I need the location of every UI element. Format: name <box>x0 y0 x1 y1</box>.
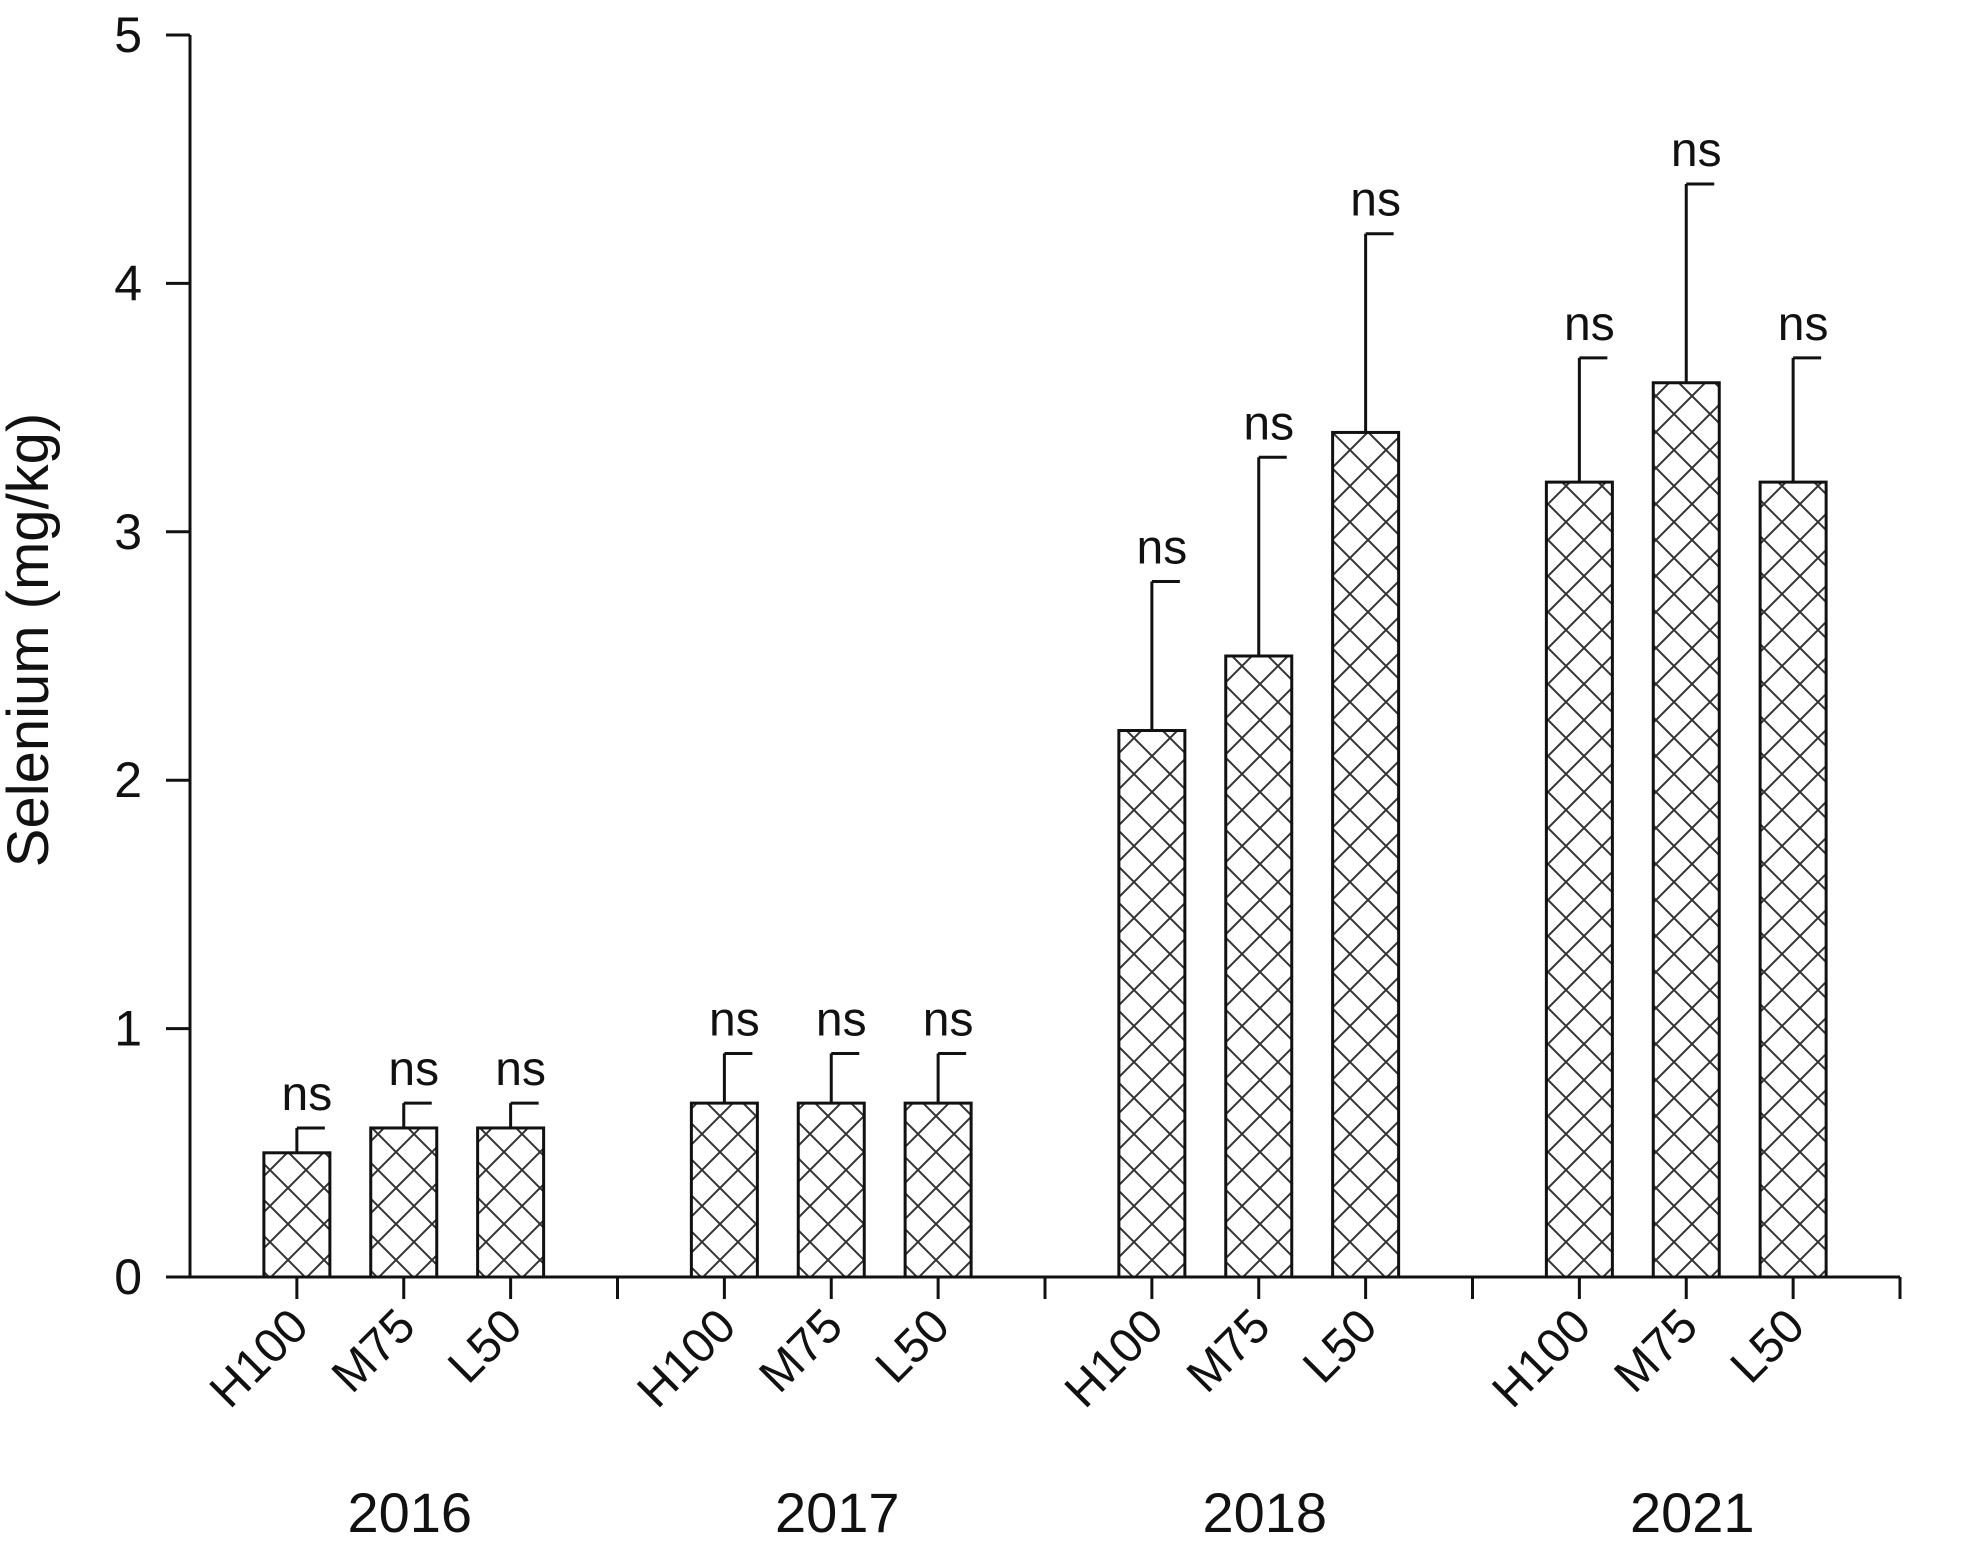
significance-label: ns <box>923 993 974 1046</box>
y-tick-label: 4 <box>114 255 142 311</box>
bar <box>262 1151 332 1279</box>
bar <box>903 1101 973 1279</box>
bar <box>1758 480 1828 1279</box>
significance-label: ns <box>709 993 760 1046</box>
y-tick-label: 5 <box>114 7 142 63</box>
y-tick-label: 0 <box>114 1249 142 1305</box>
bar <box>1331 430 1401 1279</box>
bar <box>476 1126 546 1279</box>
x-group-label: 2017 <box>775 1481 900 1544</box>
bar <box>369 1126 439 1279</box>
significance-label: ns <box>1350 174 1401 227</box>
significance-label: ns <box>495 1043 546 1096</box>
x-tick-label: H100 <box>1483 1299 1602 1418</box>
x-tick-label: H100 <box>1055 1299 1174 1418</box>
bar <box>1651 381 1721 1279</box>
x-tick-label: M75 <box>750 1299 854 1403</box>
y-axis: 0 1 2 3 4 5 <box>114 7 192 1305</box>
x-tick-label: M75 <box>1605 1299 1709 1403</box>
x-tick-label: L50 <box>866 1299 960 1393</box>
y-tick-label: 2 <box>114 752 142 808</box>
x-tick-label: H100 <box>200 1299 319 1418</box>
bar <box>796 1101 866 1279</box>
x-tick-label: M75 <box>1177 1299 1281 1403</box>
significance-label: ns <box>1564 298 1615 351</box>
x-tick-label: M75 <box>322 1299 426 1403</box>
plot-area: ns ns ns ns ns ns ns ns ns ns ns ns <box>262 124 1829 1279</box>
bar <box>1117 729 1187 1279</box>
significance-label: ns <box>1671 124 1722 177</box>
x-group-label: 2021 <box>1630 1481 1755 1544</box>
bar <box>689 1101 759 1279</box>
significance-label: ns <box>282 1068 333 1121</box>
x-group-label: 2016 <box>347 1481 472 1544</box>
x-tick-label: L50 <box>1293 1299 1387 1393</box>
significance-label: ns <box>1243 397 1294 450</box>
x-tick-label: L50 <box>1721 1299 1815 1393</box>
bar <box>1544 480 1614 1279</box>
x-group-label: 2018 <box>1202 1481 1327 1544</box>
significance-label: ns <box>388 1043 439 1096</box>
significance-label: ns <box>816 993 867 1046</box>
y-tick-label: 1 <box>114 1001 142 1057</box>
y-axis-title: Selenium (mg/kg) <box>0 413 61 867</box>
bar <box>1224 654 1294 1279</box>
significance-label: ns <box>1137 521 1188 574</box>
x-tick-label: H100 <box>628 1299 747 1418</box>
y-tick-label: 3 <box>114 504 142 560</box>
x-tick-label: L50 <box>438 1299 532 1393</box>
significance-label: ns <box>1778 298 1829 351</box>
